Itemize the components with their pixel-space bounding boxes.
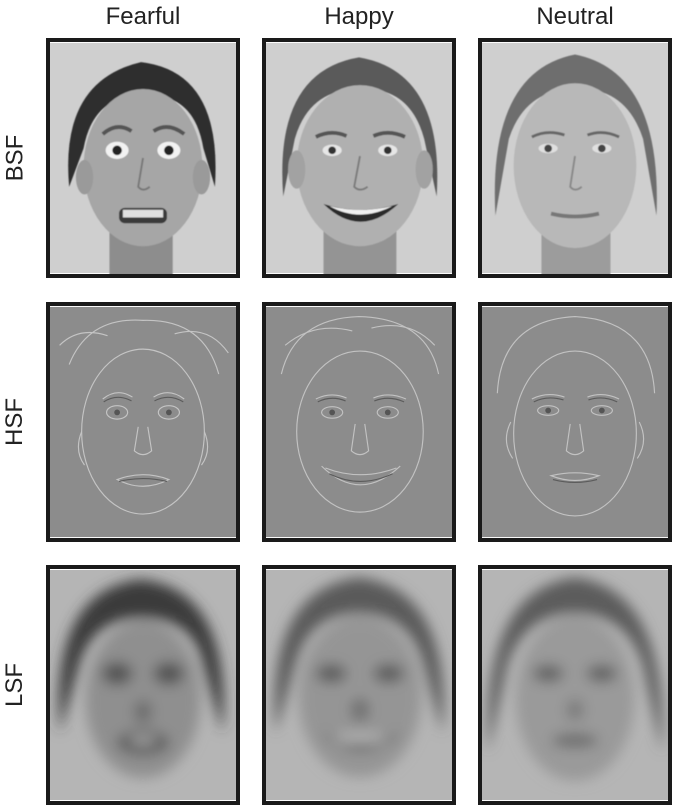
row-label-lsf: LSF (1, 662, 29, 708)
column-label-happy: Happy (324, 3, 394, 30)
panel-bsf-happy (262, 38, 456, 278)
panel-lsf-fearful (46, 565, 240, 805)
panel-lsf-neutral (478, 565, 672, 805)
panel-lsf-happy (262, 565, 456, 805)
face-photo-icon (266, 306, 452, 538)
panel-bsf-neutral (478, 38, 672, 278)
face-photo-icon (482, 569, 668, 801)
panel-hsf-neutral (478, 302, 672, 542)
row-label-hsf: HSF (1, 398, 28, 446)
panel-bsf-fearful (46, 38, 240, 278)
panel-hsf-fearful (46, 302, 240, 542)
face-photo-icon (50, 569, 236, 801)
face-photo-icon (50, 42, 236, 274)
face-photo-icon (482, 42, 668, 274)
column-label-neutral: Neutral (536, 3, 614, 30)
face-photo-icon (482, 306, 668, 538)
face-photo-icon (50, 306, 236, 538)
face-photo-icon (266, 42, 452, 274)
row-label-bsf: BSF (1, 134, 28, 182)
face-photo-icon (266, 569, 452, 801)
column-label-fearful: Fearful (105, 3, 181, 30)
panel-hsf-happy (262, 302, 456, 542)
